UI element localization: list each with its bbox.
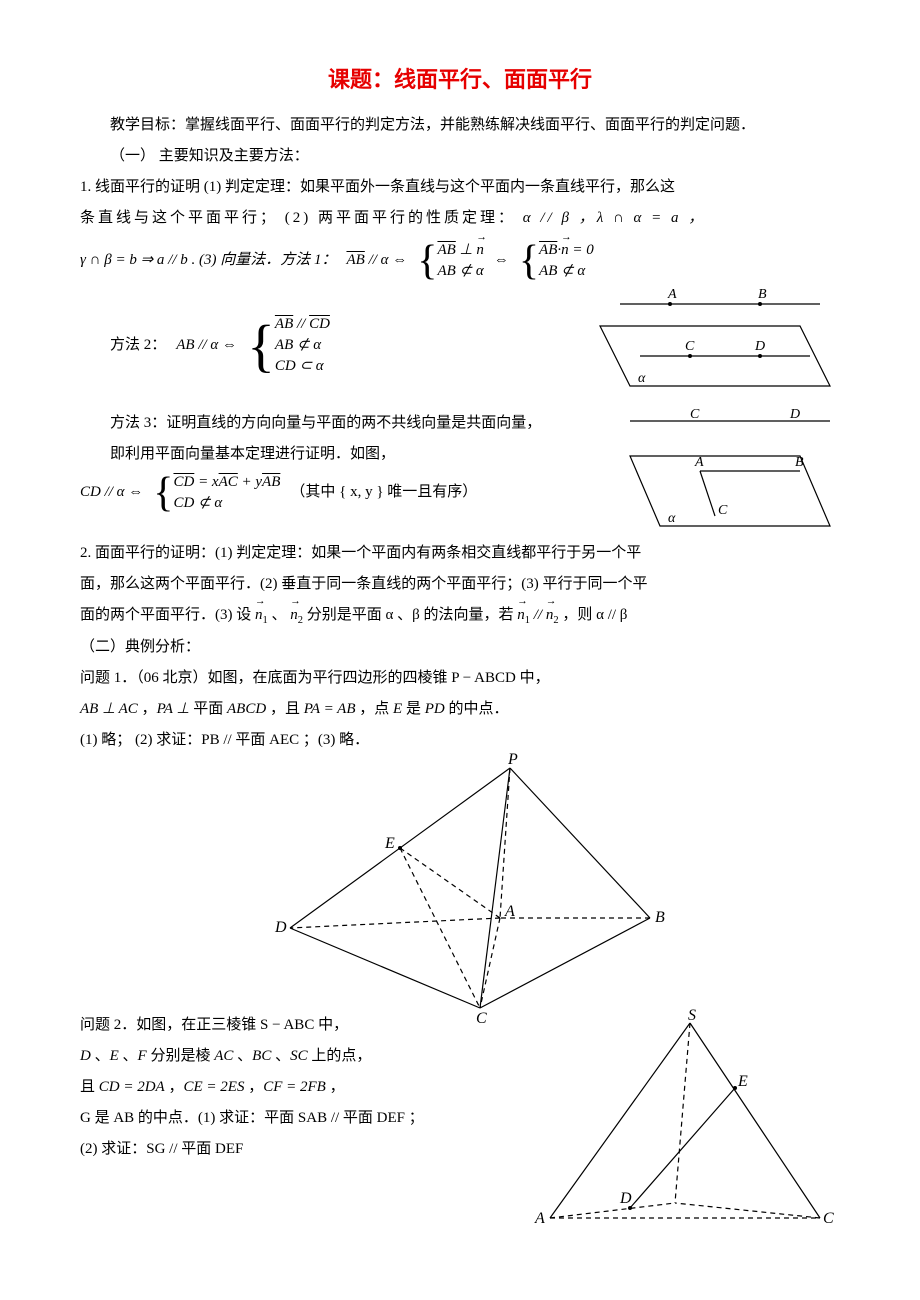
q2-line-2: D 、E 、F 分别是棱 AC 、BC 、SC 上的点， (80, 1043, 520, 1070)
figure-3: P A B C D E (80, 748, 840, 1028)
p1-l2-b: (2) 两平面平行的性质定理： (285, 210, 516, 226)
svg-text:S: S (688, 1008, 696, 1024)
svg-text:D: D (274, 919, 287, 936)
p1-line3a: γ ∩ β = b ⇒ a // b . (3) 向量法．方法 1： (80, 247, 336, 274)
p2c-mid: 分别是平面 α 、β 的法向量，若 (307, 607, 514, 623)
para-1-line-1: 1. 线面平行的证明 (1) 判定定理：如果平面外一条直线与这个平面内一条直线平… (80, 174, 840, 201)
svg-text:α: α (638, 371, 646, 386)
m1-lhs: AB // α ⇔ (346, 247, 407, 274)
m1-brace-1: { AB ⊥ n AB ⊄ α (417, 240, 484, 282)
method-1-row: γ ∩ β = b ⇒ a // b . (3) 向量法．方法 1： AB //… (80, 240, 840, 282)
p1-l2-a: 条直线与这个平面平行； (80, 210, 278, 226)
q2-line-5: (2) 求证：SG // 平面 DEF (80, 1136, 520, 1163)
m3-line-1: 方法 3：证明直线的方向向量与平面的两不共线向量是共面向量， (80, 410, 600, 437)
section-2-heading: （二）典例分析： (80, 634, 840, 661)
svg-text:α: α (668, 511, 676, 526)
m2-lead: 方法 2： (110, 332, 166, 359)
svg-text:B: B (758, 287, 767, 302)
m3-brace: { CD = xAC + yAB CD ⊄ α (153, 472, 280, 514)
figure-4: S A C E D (520, 1008, 840, 1238)
m1-mid: ⇔ (494, 247, 509, 274)
method-3-block: 方法 3：证明直线的方向向量与平面的两不共线向量是共面向量， 即利用平面向量基本… (80, 406, 840, 536)
svg-text:A: A (504, 903, 515, 920)
q1-line-1: 问题 1．（06 北京）如图，在底面为平行四边形的四棱锥 P − ABCD 中， (80, 665, 840, 692)
svg-text:A: A (534, 1210, 545, 1227)
para-2-line-2: 面，那么这两个平面平行．(2) 垂直于同一条直线的两个平面平行；(3) 平行于同… (80, 571, 840, 598)
svg-text:E: E (384, 835, 395, 852)
svg-text:B: B (795, 455, 804, 470)
q2-line-3: 且 CD = 2DA ，CE = 2ES ，CF = 2FB ， (80, 1074, 520, 1101)
svg-text:C: C (823, 1210, 834, 1227)
svg-text:D: D (754, 339, 765, 354)
q2-line-4: G 是 AB 的中点．(1) 求证：平面 SAB // 平面 DEF ； (80, 1105, 520, 1132)
m1-brace-2: { AB·n = 0 AB ⊄ α (519, 240, 594, 282)
m3-lhs: CD // α ⇔ (80, 479, 143, 506)
para-2-line-1: 2. 面面平行的证明：(1) 判定定理：如果一个平面内有两条相交直线都平行于另一… (80, 540, 840, 567)
q1-line-2: AB ⊥ AC ，PA ⊥ 平面 ABCD ，且 PA = AB ，点 E 是 … (80, 696, 840, 723)
m2-brace: { AB // CD AB ⊄ α CD ⊂ α (247, 314, 330, 377)
svg-text:C: C (690, 407, 700, 422)
p1-eq2: α // β ，λ ∩ α = a ， (523, 210, 707, 226)
svg-text:A: A (667, 287, 677, 302)
figure-1: A B C D α (560, 286, 840, 406)
m3-tail: （其中 { x, y } 唯一且有序） (290, 479, 477, 506)
q2-line-1: 问题 2．如图，在正三棱锥 S − ABC 中， (80, 1012, 520, 1039)
section-1-heading: （一） 主要知识及主要方法： (80, 143, 840, 170)
m2-lhs: AB // α ⇔ (176, 332, 237, 359)
m3-line-2: 即利用平面向量基本定理进行证明．如图， (80, 441, 600, 468)
svg-text:D: D (789, 407, 800, 422)
page-title: 课题：线面平行、面面平行 (80, 60, 840, 100)
svg-text:B: B (655, 909, 665, 926)
svg-text:E: E (737, 1073, 748, 1090)
svg-text:A: A (694, 455, 704, 470)
figure-2: C D A B C α (600, 406, 840, 536)
svg-text:D: D (619, 1190, 632, 1207)
svg-text:C: C (685, 339, 695, 354)
svg-text:C: C (718, 503, 728, 518)
svg-text:P: P (507, 751, 518, 768)
question-2-block: 问题 2．如图，在正三棱锥 S − ABC 中， D 、E 、F 分别是棱 AC… (80, 1008, 840, 1238)
method-2-row: 方法 2： AB // α ⇔ { AB // CD AB ⊄ α CD ⊂ α… (80, 286, 840, 406)
p2c-a: 面的两个平面平行．(3) 设 (80, 607, 251, 623)
para-2-line-3: 面的两个平面平行．(3) 设 n1 、 n2 分别是平面 α 、β 的法向量，若… (80, 602, 840, 631)
para-1-line-2: 条直线与这个平面平行； (2) 两平面平行的性质定理： α // β ，λ ∩ … (80, 205, 840, 232)
p2c-tail: ，则 α // β (562, 607, 627, 623)
teaching-goal: 教学目标：掌握线面平行、面面平行的判定方法，并能熟练解决线面平行、面面平行的判定… (80, 112, 840, 139)
